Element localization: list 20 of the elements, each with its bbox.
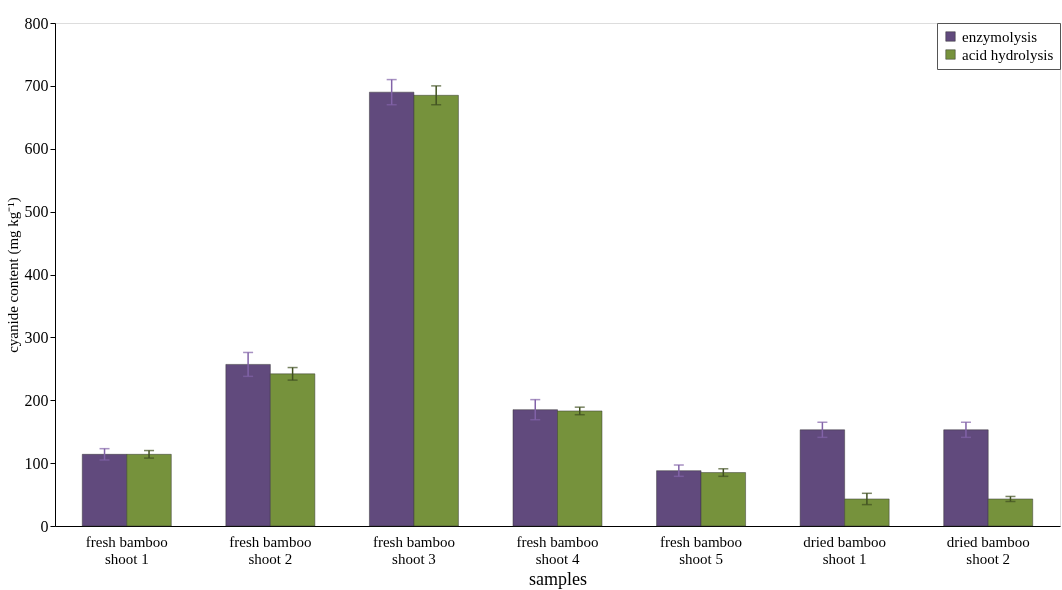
y-tick-label: 600 <box>24 140 49 158</box>
y-tick-label: 0 <box>40 517 49 535</box>
y-tick-label: 400 <box>24 266 49 283</box>
y-tick-label: 300 <box>24 328 49 346</box>
y-tick-label: 500 <box>24 203 49 221</box>
x-tick-label: fresh bamboo shoot 2 <box>229 533 312 567</box>
y-tick-label: 200 <box>24 391 49 409</box>
legend-label: acid hydrolysis <box>962 46 1054 63</box>
y-tick-label: 700 <box>24 77 49 95</box>
x-tick-label: fresh bamboo shoot 4 <box>516 533 599 567</box>
y-axis-title: cyanide content (mg kg⁻¹) <box>4 197 22 353</box>
legend-label: enzymolysis <box>962 28 1038 45</box>
x-tick-label: fresh bamboo shoot 3 <box>372 533 455 567</box>
x-tick-label: fresh bamboo shoot 1 <box>85 533 168 567</box>
y-tick-label: 100 <box>24 454 49 472</box>
x-tick-label: dried bamboo shoot 2 <box>946 533 1030 567</box>
x-tick-label: fresh bamboo shoot 5 <box>660 533 743 567</box>
y-tick-label: 800 <box>24 14 49 32</box>
x-tick-label: dried bamboo shoot 1 <box>803 533 887 567</box>
x-axis-title: samples <box>529 568 587 589</box>
